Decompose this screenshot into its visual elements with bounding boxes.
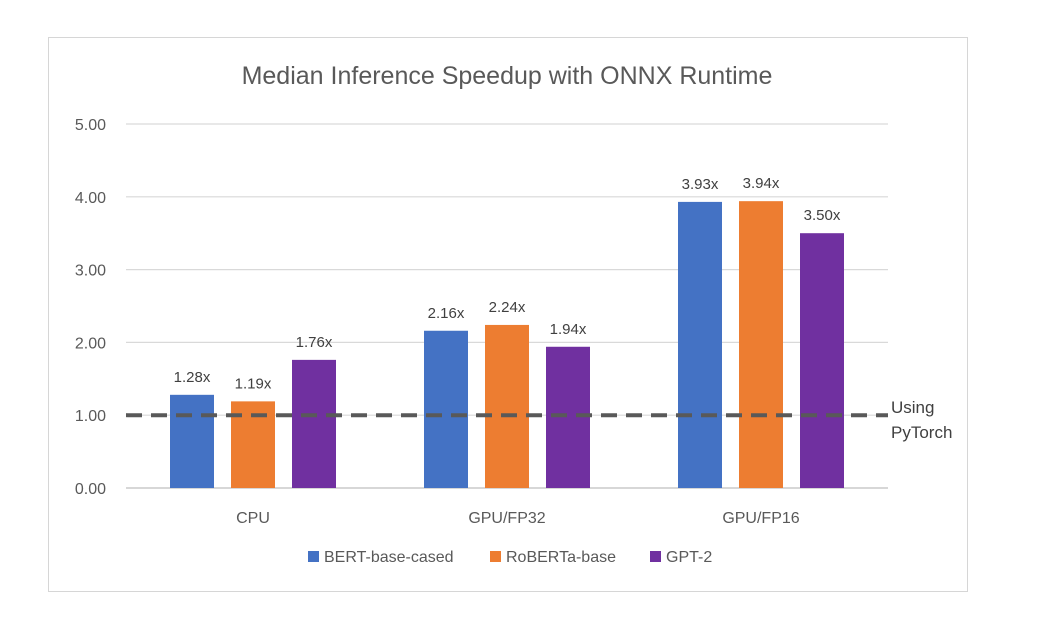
bar <box>485 324 529 488</box>
y-tick-label: 2.00 <box>75 335 106 352</box>
chart-title: Median Inference Speedup with ONNX Runti… <box>242 62 773 90</box>
legend-swatch <box>650 551 661 562</box>
data-label: 2.16x <box>428 305 465 322</box>
baseline: Using PyTorch <box>126 398 952 442</box>
y-tick-label: 0.00 <box>75 481 106 498</box>
y-tick-label: 1.00 <box>75 408 106 425</box>
x-tick-label: GPU/FP32 <box>468 510 545 527</box>
bar <box>678 201 722 488</box>
y-tick-label: 5.00 <box>75 117 106 134</box>
data-labels: 1.28x 2.16x 3.93x 1.19x 2.24x 3.94x 1.76x 1.94x… <box>174 175 841 392</box>
data-label: 2.24x <box>489 299 526 316</box>
bar <box>800 233 844 488</box>
bar <box>424 330 468 488</box>
bar <box>739 201 783 488</box>
data-label: 3.50x <box>804 207 841 224</box>
bar <box>292 359 336 488</box>
bars <box>170 201 844 488</box>
x-tick-label: GPU/FP16 <box>722 510 799 527</box>
legend: BERT-base-cased RoBERTa-base GPT-2 <box>308 549 712 566</box>
baseline-label: Using <box>891 398 934 417</box>
x-tick-label: CPU <box>236 510 270 527</box>
data-label: 1.19x <box>235 375 272 392</box>
y-tick-label: 4.00 <box>75 190 106 207</box>
legend-label: BERT-base-cased <box>324 549 454 566</box>
x-axis-ticks: CPU GPU/FP32 GPU/FP16 <box>236 510 800 527</box>
data-label: 1.28x <box>174 369 211 386</box>
legend-label: GPT-2 <box>666 549 712 566</box>
baseline-label: PyTorch <box>891 423 952 442</box>
y-tick-label: 3.00 <box>75 263 106 280</box>
data-label: 1.94x <box>550 321 587 338</box>
legend-label: RoBERTa-base <box>506 549 616 566</box>
data-label: 3.93x <box>682 176 719 193</box>
legend-swatch <box>308 551 319 562</box>
y-axis-ticks: 0.00 1.00 2.00 3.00 4.00 5.00 <box>75 117 106 498</box>
data-label: 3.94x <box>743 175 780 192</box>
bar <box>170 394 214 488</box>
data-label: 1.76x <box>296 334 333 351</box>
legend-swatch <box>490 551 501 562</box>
bar <box>546 346 590 488</box>
